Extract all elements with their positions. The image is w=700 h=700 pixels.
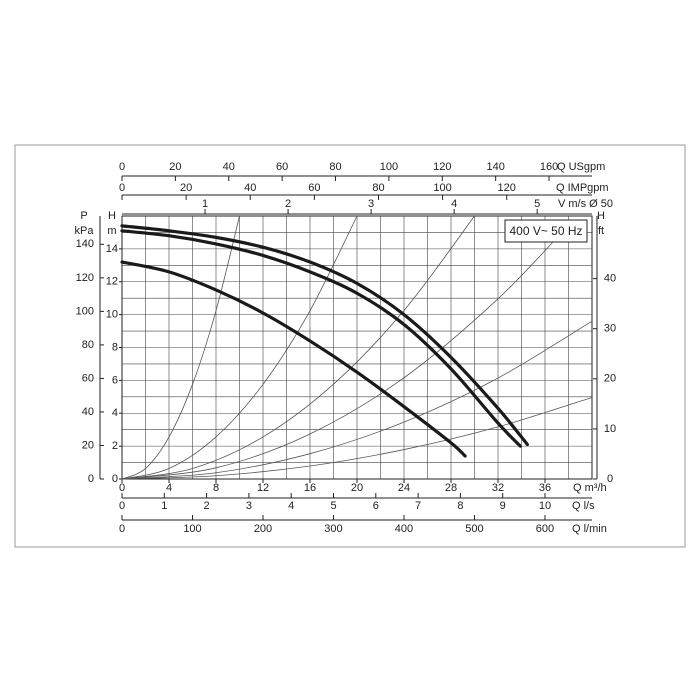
system-curve [121,397,593,480]
axis-tick-label: 10 [604,423,616,435]
axis-tick-label: 100 [433,182,451,194]
axis-tick-label: 2 [204,500,210,512]
y-axis-unit: m [107,225,116,237]
x-axis-label: Q m³/h [573,482,607,494]
axis-tick-label: 0 [119,161,125,173]
axis-tick-label: 3 [246,500,252,512]
axis-tick-label: 10 [539,500,551,512]
axis-label: H [597,210,605,222]
axis-tick-label: 4 [451,198,457,210]
axis-tick-label: 4 [288,500,294,512]
frame [14,144,686,548]
axis-unit: ft [598,225,604,237]
axis-tick-label: 20 [180,182,192,194]
axis-tick-label: 400 [395,523,413,535]
axis-tick-label: 140 [486,161,504,173]
pump-curve [120,229,522,448]
axis-tick-label: 0 [607,473,613,485]
axis-tick-label: 60 [82,372,94,384]
axis-tick-label: 20 [82,439,94,451]
axis-tick-label: 9 [500,500,506,512]
y-tick-label: 4 [112,407,118,419]
y-tick-label: 14 [106,243,118,255]
axis-tick-label: 120 [433,161,451,173]
y-axis-label: H [108,210,116,222]
system-curve [121,215,358,480]
axis-label: P [80,210,87,222]
axis-tick-label: 60 [308,182,320,194]
system-curve [121,224,569,480]
axis-tick-label: 5 [330,500,336,512]
axis-label: Q l/s [572,500,595,512]
axis-tick-label: 0 [88,473,94,485]
axis-tick-label: 120 [76,272,94,284]
axis-unit: kPa [75,225,95,237]
x-tick-label: 0 [119,482,125,494]
x-tick-label: 8 [213,482,219,494]
axis-tick-label: 80 [372,182,384,194]
axis-tick-label: 0 [119,182,125,194]
axis-tick-label: 5 [534,198,540,210]
axis-tick-label: 40 [82,406,94,418]
axis-label: Q USgpm [557,161,605,173]
axis-tick-label: 200 [254,523,272,535]
x-tick-label: 36 [539,482,551,494]
axis-tick-label: 0 [119,523,125,535]
axis-label: Q IMPgpm [556,182,609,194]
axis-tick-label: 80 [329,161,341,173]
axis-tick-label: 300 [324,523,342,535]
axis-tick-label: 500 [465,523,483,535]
y-tick-label: 12 [106,276,118,288]
axis-tick-label: 80 [82,339,94,351]
axis-tick-label: 8 [457,500,463,512]
axis-tick-label: 0 [119,500,125,512]
axis-tick-label: 30 [604,323,616,335]
pump-curve [120,260,467,458]
axis-tick-label: 1 [202,198,208,210]
system-curve [121,215,475,480]
axis-tick-label: 2 [285,198,291,210]
x-tick-label: 24 [398,482,410,494]
y-tick-label: 2 [112,440,118,452]
x-tick-label: 20 [351,482,363,494]
y-tick-label: 8 [112,341,118,353]
system-curve [121,320,593,480]
x-tick-label: 12 [257,482,269,494]
y-tick-label: 0 [112,473,118,485]
x-tick-label: 4 [166,482,172,494]
x-tick-label: 16 [304,482,316,494]
axis-label: V m/s Ø 50 [558,198,613,210]
axis-tick-label: 100 [380,161,398,173]
pump-curve [120,224,529,447]
axis-tick-label: 20 [169,161,181,173]
axis-tick-label: 120 [498,182,516,194]
axis-tick-label: 1 [161,500,167,512]
axis-tick-label: 100 [76,305,94,317]
axis-tick-label: 20 [604,373,616,385]
axis-label: Q l/min [572,523,607,535]
axis-tick-label: 40 [244,182,256,194]
axis-tick-label: 40 [604,273,616,285]
x-tick-label: 28 [445,482,457,494]
axis-tick-label: 160 [540,161,558,173]
axis-tick-label: 140 [76,238,94,250]
axis-tick-label: 6 [373,500,379,512]
axis-tick-label: 60 [276,161,288,173]
axis-tick-label: 600 [536,523,554,535]
axis-tick-label: 3 [368,198,374,210]
legend-text: 400 V~ 50 Hz [509,224,582,238]
y-tick-label: 6 [112,374,118,386]
y-tick-label: 10 [106,309,118,321]
system-curve [121,215,240,480]
legend-box [504,219,588,243]
axis-tick-label: 40 [223,161,235,173]
axis-tick-label: 100 [183,523,201,535]
x-tick-label: 32 [492,482,504,494]
axis-tick-label: 7 [415,500,421,512]
